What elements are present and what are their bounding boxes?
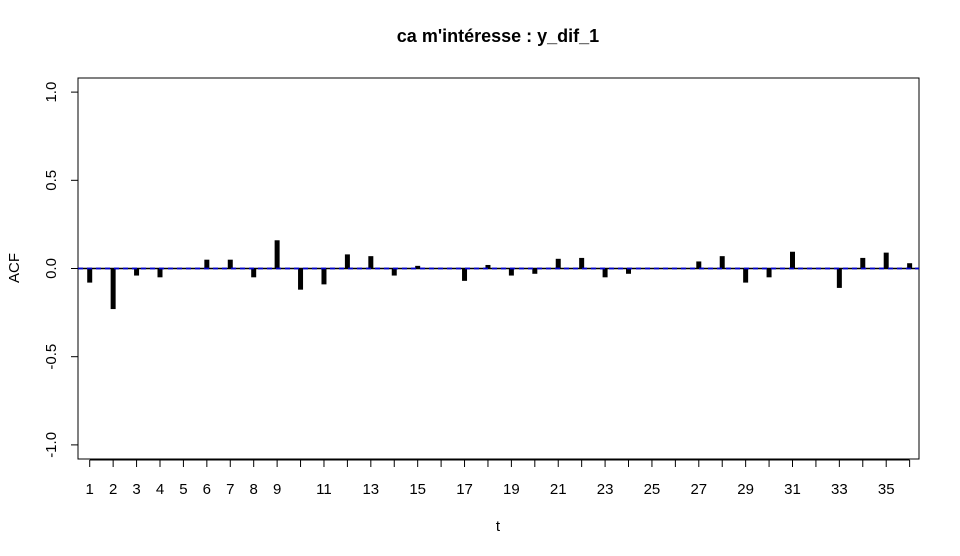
x-tick-label: 15 — [409, 481, 426, 498]
x-tick-label: 8 — [250, 481, 258, 498]
x-tick-label: 13 — [362, 481, 379, 498]
y-tick-label: -1.0 — [43, 432, 60, 458]
x-tick-label: 17 — [456, 481, 473, 498]
y-axis-label: ACF — [6, 253, 23, 283]
x-tick-label: 1 — [86, 481, 94, 498]
x-tick-label: 25 — [644, 481, 661, 498]
x-tick-label: 5 — [179, 481, 187, 498]
x-tick-label: 29 — [737, 481, 754, 498]
x-tick-label: 35 — [878, 481, 895, 498]
x-tick-label: 6 — [203, 481, 211, 498]
x-tick-label: 3 — [132, 481, 140, 498]
x-tick-label: 7 — [226, 481, 234, 498]
x-tick-label: 31 — [784, 481, 801, 498]
x-axis-label: t — [496, 518, 501, 535]
x-tick-label: 23 — [597, 481, 614, 498]
x-tick-label: 33 — [831, 481, 848, 498]
x-tick-label: 27 — [690, 481, 707, 498]
x-tick-label: 11 — [316, 481, 332, 498]
x-tick-label: 21 — [550, 481, 567, 498]
y-tick-label: 0.5 — [43, 170, 60, 191]
x-tick-label: 19 — [503, 481, 520, 498]
x-tick-label: 2 — [109, 481, 117, 498]
x-tick-label: 9 — [273, 481, 281, 498]
x-tick-label: 4 — [156, 481, 164, 498]
y-tick-label: 1.0 — [43, 82, 60, 103]
chart-title: ca m'intéresse : y_dif_1 — [397, 26, 599, 46]
y-tick-label: -0.5 — [43, 344, 60, 370]
plot-layer: -1.0-0.50.00.51.01 2 3 4 5 6 7 8 9 11 13 15 17 19 21 23… — [43, 82, 919, 498]
y-tick-label: 0.0 — [43, 258, 60, 279]
